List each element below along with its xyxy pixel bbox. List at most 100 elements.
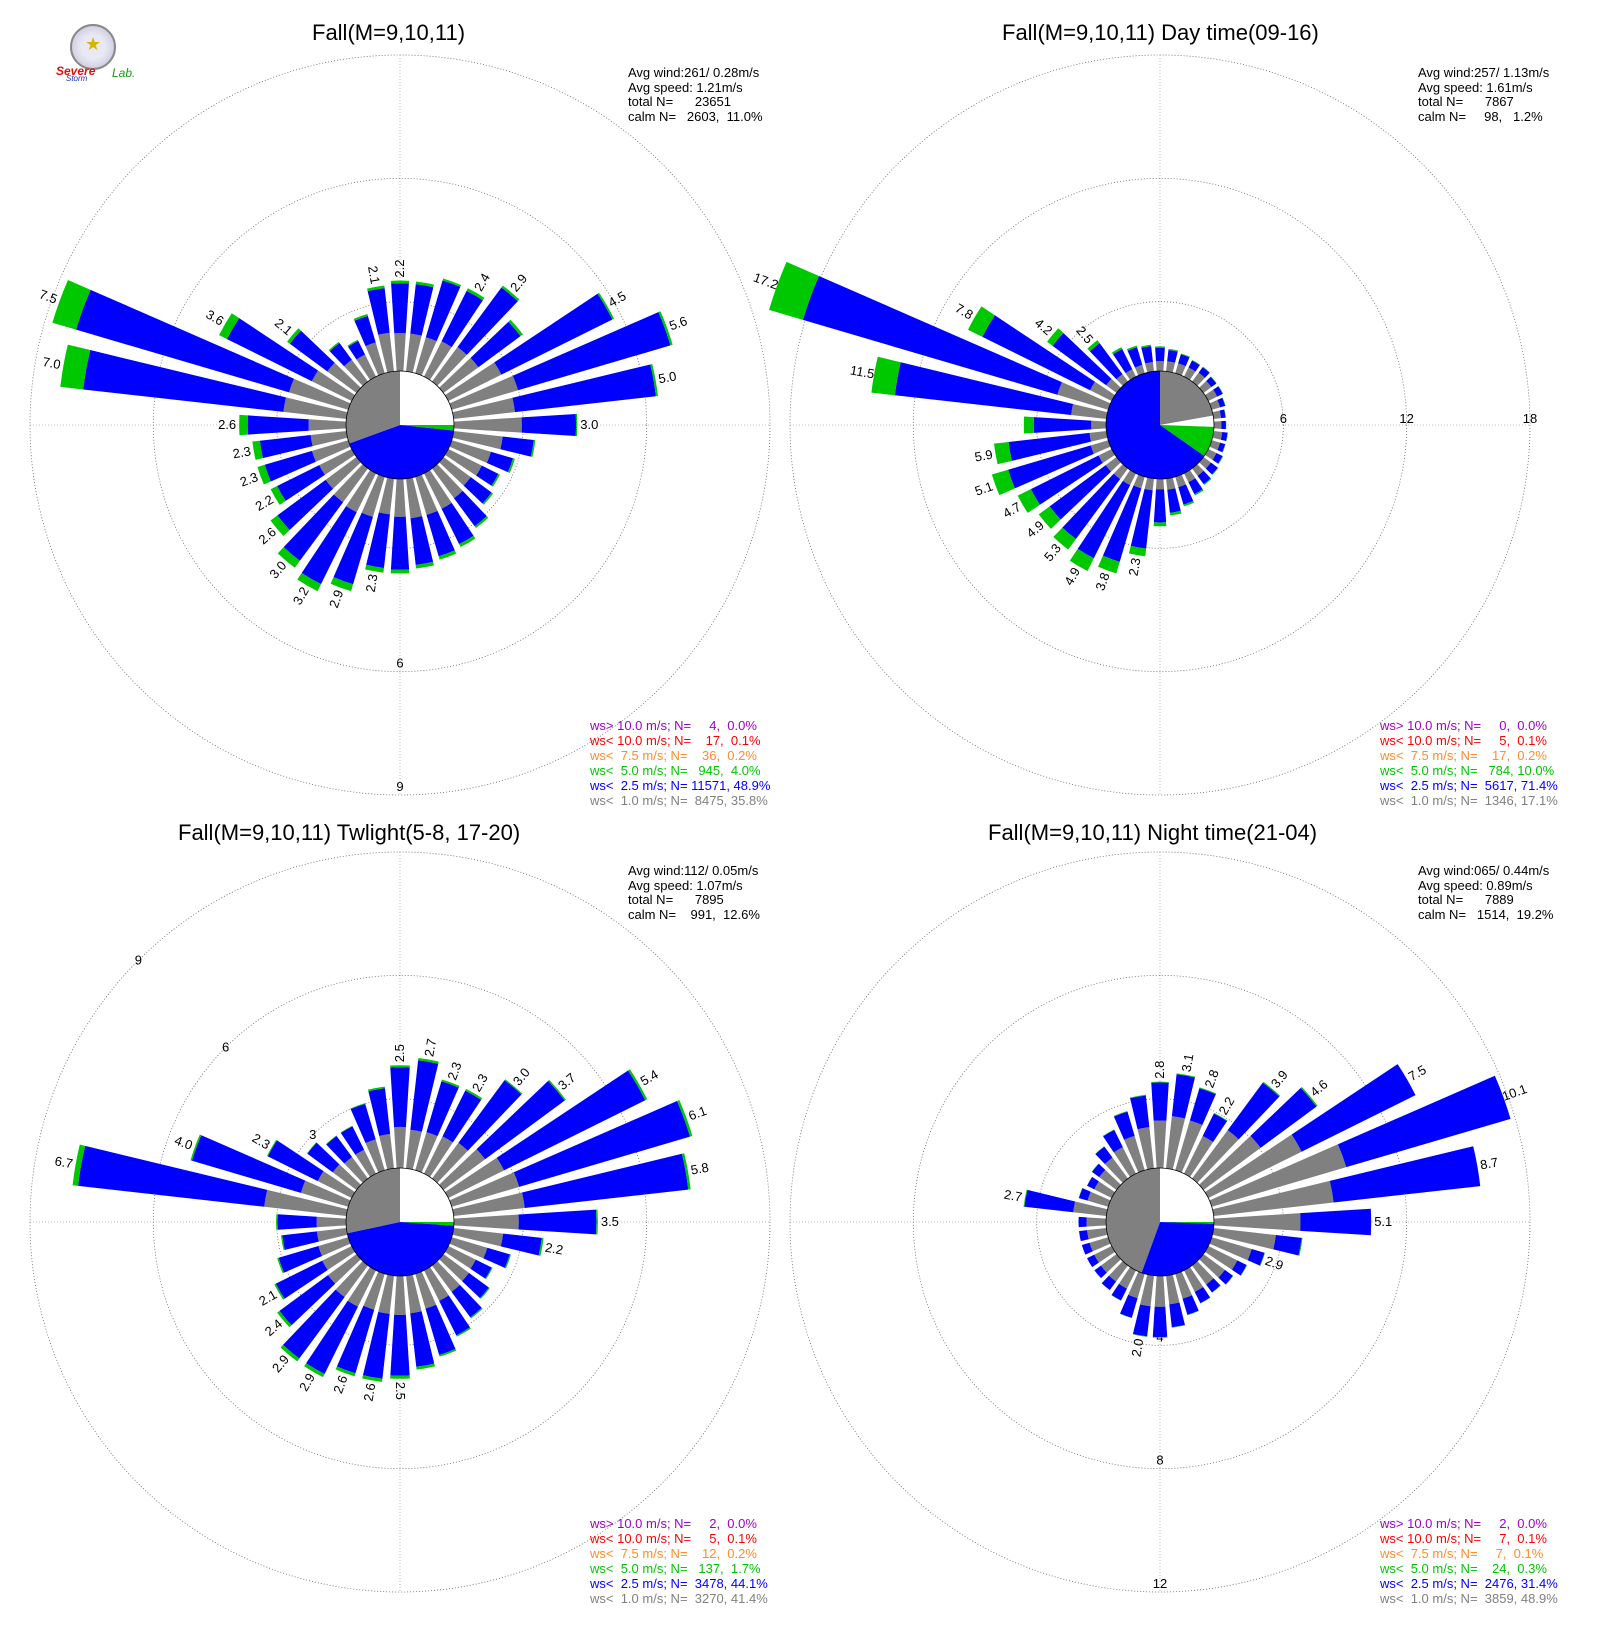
bar-segment-lt2_5 [1206,376,1217,388]
bar-segment-lt2_5 [247,415,309,435]
wind-stats-box: Avg wind:112/ 0.05m/s Avg speed: 1.07m/s t… [628,863,760,922]
panel-title: Fall(M=9,10,11) Day time(09-16) [1002,20,1319,45]
bar-segment-lt2_5 [1337,1075,1511,1168]
bar-segment-lt2_5 [425,1304,456,1355]
bar-segment-lt5 [530,440,536,458]
panel-title: Fall(M=9,10,11) [312,20,466,45]
bar-segment-lt1 [1094,1181,1116,1198]
bar-segment-lt1 [432,1261,460,1292]
bar-segment-lt1 [344,359,368,386]
bar-segment-lt5 [390,280,410,284]
bar-segment-lt2_5 [1212,453,1223,464]
bar-segment-lt2_5 [1111,1283,1127,1301]
bar-segment-lt2_5 [277,479,334,531]
bar-segment-lt5 [367,1086,385,1092]
bar-segment-lt1 [378,1274,394,1314]
panel-title: Fall(M=9,10,11) Twlight(5-8, 17-20) [178,820,521,845]
bar-segment-lt2_5 [470,321,521,368]
bar-segment-lt2_5 [259,435,313,459]
bar-total-label: 7.8 [953,300,976,322]
bar-segment-lt1 [1209,399,1221,410]
bar-segment-lt5 [1171,1324,1186,1328]
bar-segment-lt2_5 [282,1231,319,1250]
bar-segment-lt1 [432,346,467,386]
bar-total-label: 4.2 [1032,315,1055,338]
bar-segment-lt1 [452,431,503,450]
legend-entry: ws< 5.0 m/s; N= 784, 10.0% [1380,763,1555,778]
wind-rose-panel-4: 48122.83.12.82.23.94.67.510.18.75.12.92.… [789,851,1531,1593]
bar-segment-lt2_5 [1079,1230,1089,1242]
legend-entry: ws< 5.0 m/s; N= 24, 0.3% [1380,1561,1547,1576]
bar-segment-lt2_5 [1247,1248,1265,1266]
bar-segment-lt5 [658,311,673,346]
bar-segment-lt1 [1166,477,1176,490]
bar-total-label: 3.1 [1179,1053,1197,1073]
bar-segment-lt1 [289,378,351,410]
bar-segment-lt1 [1113,464,1128,480]
bar-segment-lt2_5 [390,516,410,570]
bar-segment-lt5 [1262,1081,1281,1097]
bar-segment-lt5 [1113,1111,1128,1117]
bar-segment-lt1 [1153,1120,1167,1169]
bar-segment-lt5 [474,516,489,529]
bar-segment-lt2_5 [1202,1113,1228,1142]
bar-segment-lt1 [406,477,423,519]
bar-segment-lt5 [1126,345,1138,351]
bar-segment-lt2_5 [192,1135,306,1193]
bar-segment-lt5 [280,1344,300,1362]
bar-segment-lt5 [479,1287,490,1299]
bar-total-label: 2.7 [421,1037,439,1057]
bar-segment-lt2_5 [1205,462,1218,475]
bar-segment-lt1 [1204,389,1218,401]
bar-segment-lt1 [1125,369,1136,381]
wind-stat-line: Avg speed: 1.21m/s [628,79,743,95]
bar-segment-lt5 [367,285,385,292]
bar-segment-lt5 [1069,548,1094,571]
bar-segment-lt5 [190,1134,202,1161]
bar-segment-lt5 [365,564,384,573]
bar-segment-lt5 [1213,1112,1228,1122]
bar-segment-lt5 [548,1079,566,1101]
bar-segment-lt1 [394,1275,406,1316]
bar-total-label: 5.9 [973,447,993,465]
calm-circle [1105,1167,1215,1277]
bar-segment-lt2_5 [1217,442,1226,453]
bar-segment-lt1 [1140,1274,1154,1307]
bar-segment-lt5 [1168,348,1179,352]
bar-segment-lt5 [270,486,286,505]
calm-circle [345,1167,455,1277]
bar-segment-lt2_5 [1077,480,1131,559]
bar-segment-lt2_5 [1291,1064,1416,1152]
bar-total-label: 2.6 [361,1382,379,1402]
bar-segment-lt1 [1086,1217,1107,1227]
bar-segment-lt5 [575,413,578,437]
bar-segment-lt1 [1166,1116,1186,1170]
bar-segment-lt1 [1108,1261,1128,1282]
bar-segment-lt5 [1183,501,1194,507]
range-ring-9 [29,54,771,796]
calm-pie-slice [400,1168,446,1222]
bar-total-label: 2.6 [255,524,278,547]
bar-segment-lt5 [1098,555,1120,574]
bar-segment-lt2_5 [348,340,366,360]
bar-segment-lt5 [438,550,457,560]
bar-segment-lt5 [1199,1087,1217,1095]
bar-segment-lt1 [322,1246,356,1271]
bar-segment-lt1 [1154,1275,1166,1307]
bar-segment-lt1 [1213,1213,1301,1231]
bar-total-label: 2.2 [544,1240,564,1258]
bar-segment-lt1 [406,333,422,373]
bar-segment-lt1 [264,1189,348,1216]
ring-tick-label: 9 [396,779,403,794]
bar-segment-lt2_5 [307,1142,340,1173]
bar-segment-lt2_5 [1024,1189,1076,1213]
bar-segment-lt5 [1176,1073,1196,1078]
bar-segment-lt2_5 [1169,1302,1185,1328]
bar-segment-lt5 [1023,416,1034,434]
bar-segment-lt2_5 [483,1247,510,1268]
bar-segment-lt2_5 [1231,1260,1247,1276]
wind-stat-line: calm N= 991, 12.6% [628,906,760,922]
bar-total-label: 5.3 [1041,541,1064,564]
bar-segment-lt1 [453,417,522,433]
bar-segment-lt1 [300,1180,351,1207]
